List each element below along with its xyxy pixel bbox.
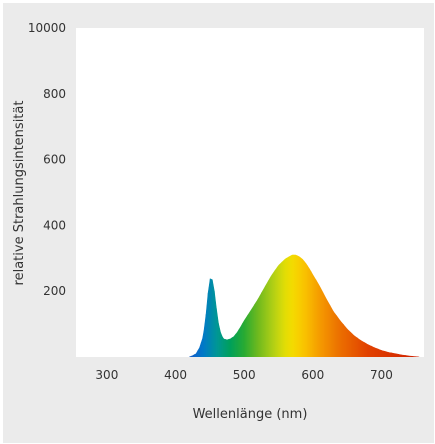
chart-panel: 200 400 600 800 10000 300 400 500 600 700 Wellen… [3,3,434,443]
spectrum-bar [224,339,230,357]
spectrum-bar [300,257,305,357]
y-axis-ticks: 200 400 600 800 10000 [28,21,66,298]
spectrum-bar [288,254,295,357]
spectrum-bar [297,255,302,357]
spectrum-bar [209,278,213,357]
spectrum-bar [242,314,248,357]
spectrum-chart: 200 400 600 800 10000 300 400 500 600 700 Wellen… [12,21,424,422]
spectrum-bar [412,356,418,357]
spectrum-bar [261,280,269,357]
x-tick-label: 700 [370,368,393,382]
spectrum-bar [267,269,276,357]
spectrum-bar [200,330,205,357]
x-tick-label: 600 [301,368,324,382]
spectrum-bar [231,333,236,357]
spectrum-bar [211,279,215,357]
y-tick-label: 600 [43,153,66,167]
x-tick-label: 500 [233,368,256,382]
x-axis-title: Wellenlänge (nm) [193,407,308,422]
y-tick-label: 10000 [28,21,66,35]
spectrum-bar [293,254,298,357]
x-tick-label: 300 [95,368,118,382]
y-tick-label: 400 [43,218,66,232]
y-tick-label: 200 [43,284,66,298]
spectrum-bar [235,328,240,357]
x-axis-ticks: 300 400 500 600 700 [95,368,392,382]
spectrum-bar [190,354,195,357]
spectrum-bar [207,278,211,357]
spectrum-bar [307,265,312,357]
y-tick-label: 800 [43,87,66,101]
y-axis-title: relative Strahlungsintensität [12,101,27,286]
x-tick-label: 400 [164,368,187,382]
spectrum-area [189,254,420,357]
spectrum-bar [254,292,262,357]
spectrum-bar [220,332,223,357]
spectrum-bar [310,270,317,357]
spectrum-bar [281,256,290,357]
spectrum-bar [194,349,199,357]
spectrum-bar [197,342,202,357]
spectrum-bar [274,261,283,357]
spectrum-bar [315,279,324,357]
spectrum-bar [228,337,233,357]
spectrum-bar [238,322,243,357]
plot-area [76,28,424,357]
spectrum-bar [222,336,226,357]
spectrum-bar [303,260,308,357]
